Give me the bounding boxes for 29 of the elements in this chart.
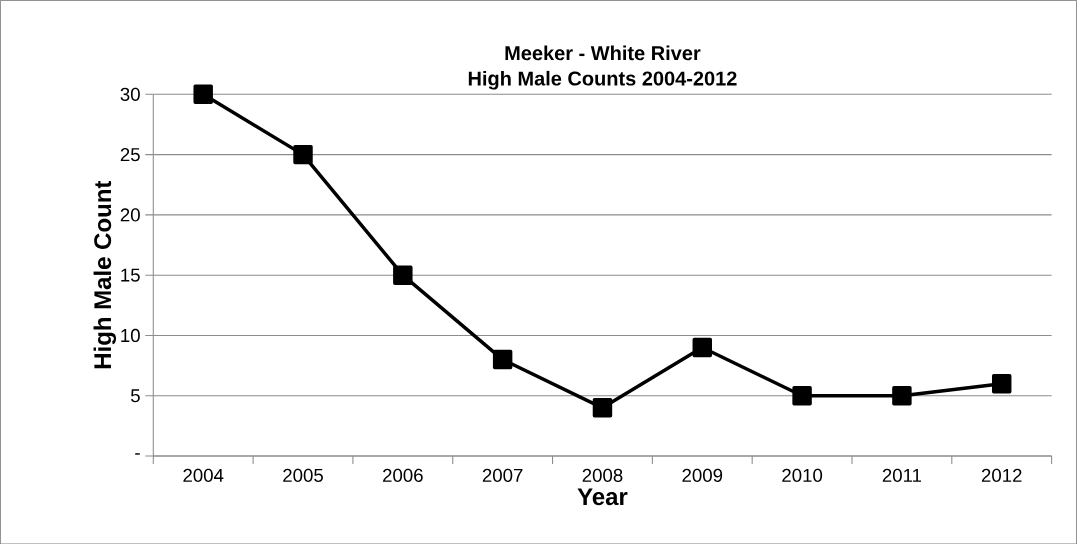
x-tick-label: 2011 xyxy=(882,468,922,482)
point xyxy=(892,385,912,406)
point xyxy=(692,337,712,358)
point xyxy=(193,84,213,104)
x-tick-label: 2008 xyxy=(582,468,623,482)
point xyxy=(393,265,413,285)
x-tick-label: 2007 xyxy=(482,468,523,482)
chart-subtitle: High Male Counts 2004-2012 xyxy=(468,70,737,90)
point xyxy=(492,349,513,370)
x-tick-label: 2010 xyxy=(782,468,823,482)
y-tick-label: 15 xyxy=(121,268,140,282)
point xyxy=(592,397,613,418)
y-tick-label: - xyxy=(135,453,140,455)
y-tick-label: 25 xyxy=(120,147,140,162)
chart-title: Meeker - White River xyxy=(505,45,701,61)
point xyxy=(792,385,812,406)
x-tick-label: 2009 xyxy=(682,468,723,482)
x-tick-label: 2006 xyxy=(383,468,423,482)
y-tick-label: 5 xyxy=(130,389,140,403)
x-axis-title: Year xyxy=(577,488,628,505)
y-axis-title: High Male Count xyxy=(93,180,117,368)
x-tick-label: 2005 xyxy=(283,468,323,482)
point xyxy=(293,144,313,165)
y-tick-label: 20 xyxy=(120,208,140,222)
y-tick-label: 10 xyxy=(121,328,140,342)
x-tick-label: 2012 xyxy=(981,468,1022,482)
y-tick-label: 30 xyxy=(120,87,140,101)
x-tick-label: 2004 xyxy=(183,468,224,482)
point xyxy=(991,373,1012,394)
